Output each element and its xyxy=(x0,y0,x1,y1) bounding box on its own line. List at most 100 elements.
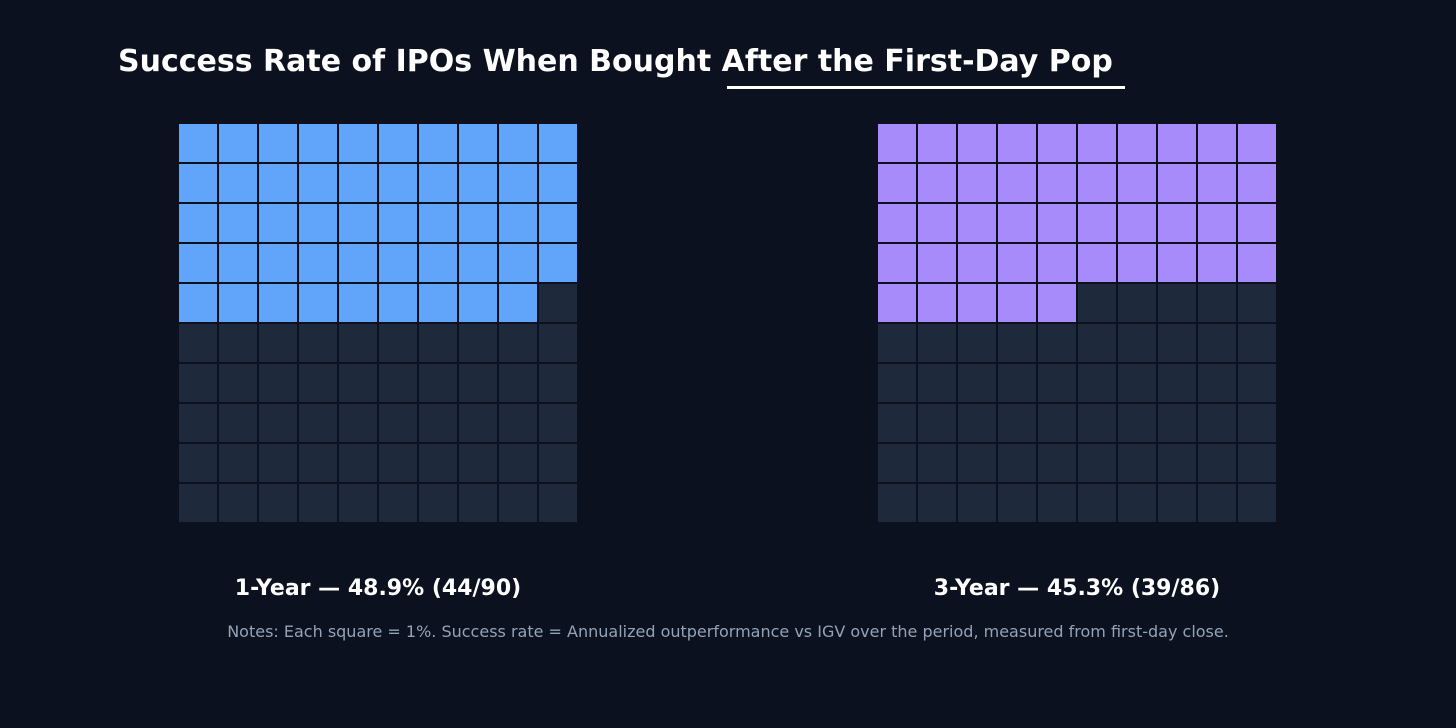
waffle-square-empty xyxy=(298,323,338,363)
waffle-square-empty xyxy=(997,363,1037,403)
waffle-square-filled xyxy=(298,283,338,323)
waffle-square-empty xyxy=(1237,283,1277,323)
waffle-square-filled xyxy=(338,163,378,203)
waffle-square-empty xyxy=(218,403,258,443)
waffle-square-empty xyxy=(1237,323,1277,363)
waffle-square-filled xyxy=(418,243,458,283)
waffle-square-empty xyxy=(1237,403,1277,443)
waffle-square-empty xyxy=(877,403,917,443)
title-underline xyxy=(727,86,1125,89)
waffle-square-empty xyxy=(178,363,218,403)
waffle-square-filled xyxy=(1077,163,1117,203)
waffle-square-empty xyxy=(877,363,917,403)
waffle-square-filled xyxy=(178,283,218,323)
waffle-square-empty xyxy=(1157,283,1197,323)
waffle-square-empty xyxy=(418,443,458,483)
waffle-square-empty xyxy=(298,483,338,523)
title-prefix: Success Rate of IPOs When Bought xyxy=(118,44,722,79)
waffle-square-filled xyxy=(498,283,538,323)
waffle-square-filled xyxy=(178,243,218,283)
waffle-square-filled xyxy=(957,163,997,203)
waffle-square-empty xyxy=(538,403,578,443)
waffle-square-filled xyxy=(1117,243,1157,283)
waffle-square-filled xyxy=(498,243,538,283)
waffle-square-empty xyxy=(1237,363,1277,403)
waffle-square-empty xyxy=(338,483,378,523)
chart-title: Success Rate of IPOs When Bought After t… xyxy=(118,44,1113,79)
waffle-square-empty xyxy=(338,403,378,443)
waffle-square-empty xyxy=(1037,363,1077,403)
waffle-square-empty xyxy=(258,323,298,363)
waffle-square-filled xyxy=(877,123,917,163)
waffle-square-empty xyxy=(418,403,458,443)
waffle-square-empty xyxy=(258,363,298,403)
waffle-square-filled xyxy=(1197,123,1237,163)
waffle-square-empty xyxy=(378,403,418,443)
waffle-square-empty xyxy=(1037,323,1077,363)
waffle-square-filled xyxy=(1077,203,1117,243)
waffle-square-empty xyxy=(458,443,498,483)
waffle-square-empty xyxy=(498,403,538,443)
waffle-square-empty xyxy=(338,363,378,403)
waffle-3-year xyxy=(877,123,1277,523)
waffle-square-empty xyxy=(997,443,1037,483)
waffle-square-filled xyxy=(538,123,578,163)
waffle-square-empty xyxy=(1157,363,1197,403)
waffle-square-filled xyxy=(1157,163,1197,203)
waffle-square-empty xyxy=(1157,403,1197,443)
waffle-square-filled xyxy=(997,243,1037,283)
waffle-square-filled xyxy=(997,123,1037,163)
waffle-square-filled xyxy=(458,203,498,243)
waffle-square-filled xyxy=(877,203,917,243)
waffle-square-empty xyxy=(1117,403,1157,443)
waffle-square-filled xyxy=(498,203,538,243)
waffle-square-empty xyxy=(178,483,218,523)
waffle-square-filled xyxy=(218,243,258,283)
waffle-square-filled xyxy=(917,283,957,323)
waffle-square-filled xyxy=(378,203,418,243)
waffle-square-empty xyxy=(957,403,997,443)
waffle-square-empty xyxy=(498,363,538,403)
waffle-square-empty xyxy=(877,483,917,523)
waffle-square-empty xyxy=(997,403,1037,443)
waffle-square-filled xyxy=(218,283,258,323)
waffle-square-empty xyxy=(258,443,298,483)
waffle-square-filled xyxy=(418,283,458,323)
waffle-square-filled xyxy=(338,123,378,163)
waffle-square-filled xyxy=(418,123,458,163)
waffle-square-filled xyxy=(1117,163,1157,203)
waffle-square-filled xyxy=(258,123,298,163)
waffle-square-empty xyxy=(1117,323,1157,363)
waffle-square-filled xyxy=(1197,243,1237,283)
waffle-square-empty xyxy=(1197,363,1237,403)
waffle-square-empty xyxy=(178,443,218,483)
waffle-square-empty xyxy=(1077,283,1117,323)
title-highlight: After the First-Day Pop xyxy=(721,44,1113,79)
waffle-square-filled xyxy=(378,123,418,163)
waffle-square-filled xyxy=(378,163,418,203)
waffle-square-empty xyxy=(997,323,1037,363)
waffle-square-empty xyxy=(957,323,997,363)
waffle-square-filled xyxy=(1117,123,1157,163)
waffle-square-filled xyxy=(258,163,298,203)
waffle-square-empty xyxy=(917,323,957,363)
label-3-year: 3-Year — 45.3% (39/86) xyxy=(933,576,1221,601)
waffle-square-filled xyxy=(538,243,578,283)
waffle-square-empty xyxy=(538,363,578,403)
waffle-square-filled xyxy=(917,243,957,283)
waffle-square-empty xyxy=(538,283,578,323)
waffle-square-filled xyxy=(418,203,458,243)
waffle-square-empty xyxy=(1197,283,1237,323)
waffle-square-filled xyxy=(1037,163,1077,203)
waffle-square-filled xyxy=(1237,163,1277,203)
waffle-square-filled xyxy=(1037,243,1077,283)
waffle-square-empty xyxy=(258,483,298,523)
waffle-square-empty xyxy=(1117,363,1157,403)
waffle-square-empty xyxy=(957,483,997,523)
waffle-square-filled xyxy=(1197,163,1237,203)
waffle-square-filled xyxy=(378,283,418,323)
waffle-square-empty xyxy=(1197,403,1237,443)
waffle-square-empty xyxy=(218,443,258,483)
waffle-square-empty xyxy=(1117,483,1157,523)
waffle-square-empty xyxy=(378,483,418,523)
